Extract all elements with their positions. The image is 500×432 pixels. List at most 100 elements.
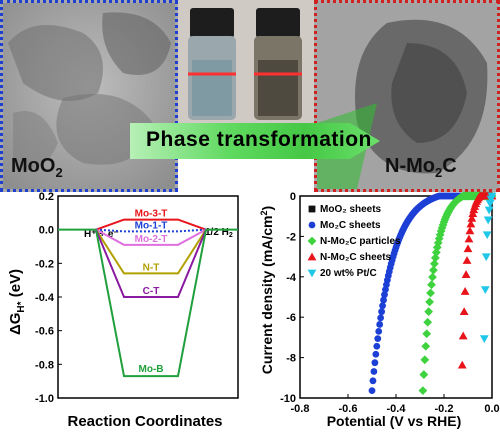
series-line bbox=[95, 229, 207, 298]
data-point bbox=[421, 341, 431, 351]
legend-entry: 20 wt% Pt/C bbox=[320, 268, 377, 279]
data-point bbox=[462, 256, 472, 264]
y-tick-label: 0.2 bbox=[39, 191, 54, 203]
series-line bbox=[95, 228, 207, 246]
y-tick-label: -0.6 bbox=[35, 326, 54, 338]
y-tick-label: -0.8 bbox=[35, 359, 54, 371]
vial-illustration bbox=[178, 0, 314, 125]
data-point bbox=[372, 350, 380, 358]
series-line bbox=[95, 228, 207, 233]
data-point bbox=[431, 248, 441, 257]
data-point bbox=[376, 321, 384, 328]
data-point bbox=[381, 291, 388, 299]
data-point bbox=[486, 195, 496, 204]
series-label: Mo-3-T bbox=[135, 209, 168, 220]
data-point bbox=[370, 368, 378, 375]
data-point bbox=[485, 200, 495, 208]
x-axis-label: Potential (V vs RHE) bbox=[327, 413, 462, 429]
legend-entry: N-Mo₂C sheets bbox=[320, 252, 392, 263]
series-label: Mo-2-T bbox=[135, 234, 168, 245]
series-label: N-T bbox=[143, 262, 160, 273]
data-point bbox=[427, 280, 436, 290]
data-point bbox=[378, 308, 385, 316]
data-point bbox=[461, 270, 471, 278]
data-point bbox=[426, 288, 435, 298]
data-point bbox=[371, 359, 379, 367]
data-point bbox=[380, 296, 387, 304]
y-tick-label: -0.4 bbox=[35, 292, 55, 304]
data-point bbox=[422, 329, 432, 339]
y-tick-label: -8 bbox=[286, 353, 296, 365]
y-tick-label: 0 bbox=[290, 191, 296, 203]
data-point bbox=[369, 377, 377, 385]
x-tick-label: -0.6 bbox=[339, 403, 358, 415]
data-point bbox=[374, 335, 382, 343]
y-axis-label: ΔGH* (eV) bbox=[7, 269, 27, 335]
legend-entry: Mo₂C sheets bbox=[320, 220, 381, 231]
data-point bbox=[458, 331, 468, 340]
series-label: Mo-1-T bbox=[135, 220, 168, 231]
data-point bbox=[425, 297, 434, 307]
data-point bbox=[469, 205, 479, 214]
end-state-label: 1/2 H2 bbox=[205, 227, 233, 239]
data-point bbox=[465, 226, 475, 235]
legend-entry: MoO₂ sheets bbox=[320, 204, 382, 215]
banner-text: Phase transformation bbox=[146, 128, 372, 151]
data-point bbox=[430, 253, 440, 263]
x-tick-label: -0.2 bbox=[435, 403, 454, 415]
data-point bbox=[457, 360, 467, 369]
legend-entry: N-Mo₂C particles bbox=[320, 236, 401, 247]
series-label: Mo-B bbox=[139, 364, 164, 375]
moo2-label: MoO2 bbox=[11, 155, 63, 180]
y-tick-label: -6 bbox=[286, 312, 296, 324]
n-mo2c-label: N-Mo2C bbox=[385, 155, 457, 180]
data-point bbox=[480, 286, 490, 294]
data-point bbox=[368, 387, 376, 395]
series-line bbox=[95, 218, 207, 231]
data-point bbox=[428, 272, 437, 282]
phase-transformation-banner: Phase transformation bbox=[130, 123, 380, 159]
data-point bbox=[377, 314, 385, 322]
data-point bbox=[308, 205, 316, 213]
series-2 bbox=[418, 191, 497, 396]
data-point bbox=[423, 317, 433, 327]
moo2-tem-image: MoO2 bbox=[0, 0, 178, 192]
data-point bbox=[379, 302, 386, 310]
data-point bbox=[308, 221, 316, 229]
data-point bbox=[479, 335, 489, 344]
x-tick-label: -0.8 bbox=[291, 403, 310, 415]
series-4 bbox=[479, 192, 497, 344]
data-point bbox=[463, 244, 473, 253]
data-point bbox=[375, 327, 383, 335]
data-point bbox=[307, 269, 317, 278]
vial-photo bbox=[178, 0, 314, 125]
data-point bbox=[307, 236, 317, 246]
y-tick-label: -4 bbox=[286, 272, 297, 284]
y-axis-label: Current density (mA/cm2) bbox=[259, 206, 275, 374]
data-point bbox=[424, 307, 434, 317]
start-state-label: H⁺ + e⁻ bbox=[84, 229, 119, 240]
free-energy-chart: ΔGH* (eV) Reaction Coordinates H⁺ + e⁻ 1… bbox=[7, 191, 239, 430]
y-tick-label: 0.0 bbox=[39, 225, 54, 237]
moo2-tem-illustration bbox=[3, 3, 175, 189]
series-line bbox=[95, 229, 207, 378]
x-tick-label: 0.0 bbox=[484, 403, 499, 415]
y-tick-label: -1.0 bbox=[35, 393, 54, 405]
data-point bbox=[460, 287, 470, 295]
data-point bbox=[430, 259, 439, 269]
data-point bbox=[466, 219, 476, 228]
data-point bbox=[459, 307, 469, 316]
y-tick-label: -2 bbox=[286, 231, 296, 243]
polarization-chart: Current density (mA/cm2) Potential (V vs… bbox=[259, 191, 500, 429]
data-point bbox=[307, 252, 317, 261]
x-tick-label: -0.4 bbox=[387, 403, 407, 415]
data-point bbox=[483, 216, 493, 225]
data-point bbox=[467, 213, 477, 222]
data-point bbox=[484, 206, 494, 215]
n-mo2c-tem-image: N-Mo2C bbox=[314, 0, 500, 192]
data-point bbox=[382, 286, 389, 293]
y-tick-label: -10 bbox=[280, 393, 296, 405]
legend: MoO₂ sheets Mo₂C sheets N-Mo₂C particles N-… bbox=[307, 204, 401, 279]
data-point bbox=[373, 342, 381, 350]
data-point bbox=[420, 355, 430, 365]
